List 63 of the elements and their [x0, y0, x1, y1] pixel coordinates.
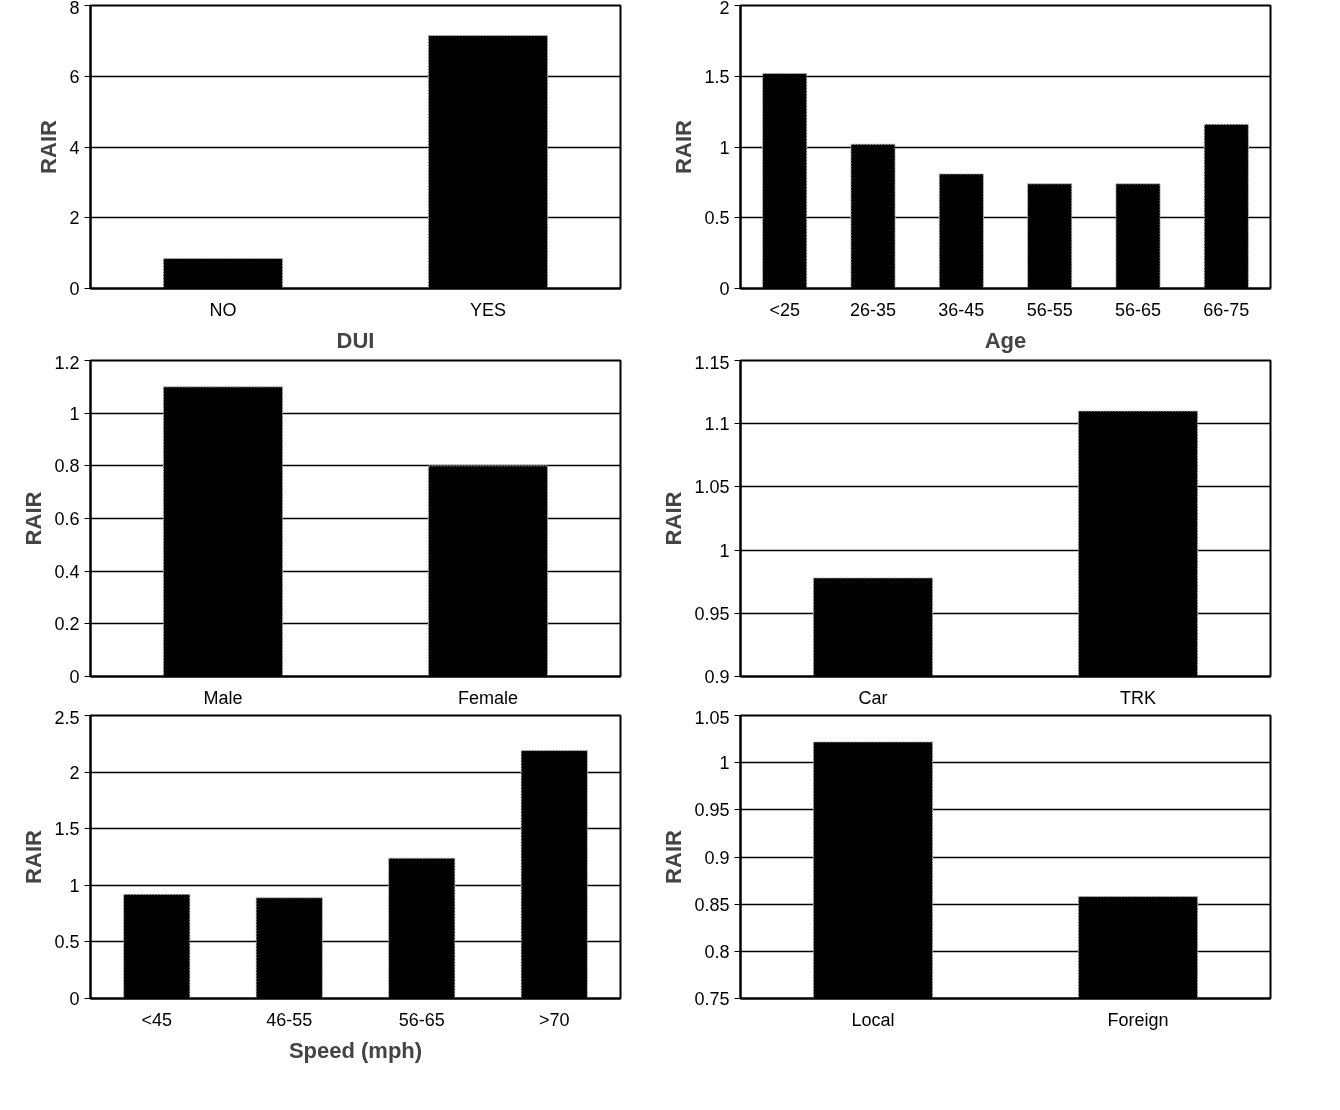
y-tick-label: 1 [69, 875, 80, 896]
y-tick-label: 0 [69, 989, 80, 1009]
x-tick-label: 46-55 [266, 1009, 313, 1030]
y-tick-label: 6 [69, 66, 80, 87]
y-tick-label: 0.8 [704, 941, 730, 962]
y-tick-label: 2 [719, 0, 730, 18]
y-tick-label: 1.2 [54, 352, 80, 373]
x-tick-label: Male [203, 687, 243, 708]
y-tick-label: 0.85 [694, 894, 730, 915]
x-tick-label: 56-65 [1114, 299, 1162, 320]
y-tick-label: 0.75 [694, 989, 730, 1009]
y-tick-label: 1.05 [694, 707, 730, 728]
x-tick-label: YES [469, 299, 507, 320]
x-tick-label: 56-65 [398, 1009, 445, 1030]
y-tick-label: 8 [69, 0, 80, 18]
y-axis-title: RAIR [671, 120, 697, 174]
y-tick-label: 2 [69, 208, 80, 229]
y-axis-title: RAIR [661, 491, 687, 546]
x-tick-label: Female [457, 687, 519, 708]
x-tick-label: 56-55 [1026, 299, 1073, 320]
y-axis-title: RAIR [21, 830, 47, 884]
y-tick-label: 1 [69, 403, 80, 424]
y-tick-label: 1.1 [704, 414, 730, 435]
x-axis-title: Speed (mph) [288, 1037, 423, 1063]
y-tick-label: 0.5 [704, 208, 730, 229]
y-tick-label: 0.9 [704, 847, 730, 868]
y-tick-label: 0.2 [54, 614, 80, 635]
x-tick-label: Local [851, 1009, 895, 1030]
y-tick-label: 1.5 [704, 66, 730, 87]
x-axis-title: Age [984, 327, 1027, 353]
x-tick-label: 26-35 [849, 299, 897, 320]
y-tick-label: 0.5 [54, 932, 80, 953]
y-tick-label: 0 [719, 279, 730, 299]
x-tick-label: <25 [769, 299, 800, 320]
y-axis-title: RAIR [661, 830, 687, 884]
x-tick-label: Foreign [1107, 1009, 1169, 1030]
y-tick-label: 1 [719, 540, 730, 561]
x-tick-label: 36-45 [938, 299, 985, 320]
x-tick-label: >70 [538, 1009, 570, 1030]
y-tick-label: 0.6 [54, 509, 80, 529]
y-tick-label: 1.5 [54, 819, 80, 840]
y-tick-label: 0 [69, 279, 80, 299]
y-tick-label: 0.95 [694, 603, 730, 624]
y-tick-label: 1.05 [694, 477, 730, 498]
x-tick-label: <45 [141, 1009, 173, 1030]
y-tick-label: 1 [719, 137, 730, 158]
x-tick-label: TRK [1120, 687, 1156, 708]
y-tick-label: 0 [69, 667, 80, 687]
y-tick-label: 1 [719, 753, 730, 774]
y-tick-label: 2 [69, 762, 80, 783]
y-tick-label: 0.9 [704, 667, 730, 687]
x-axis-title: DUI [336, 327, 375, 353]
y-tick-label: 1.15 [694, 352, 730, 373]
y-tick-label: 0.95 [694, 800, 730, 821]
x-tick-label: Car [858, 687, 888, 708]
x-tick-label: NO [209, 299, 237, 320]
y-tick-label: 0.4 [54, 561, 80, 582]
y-tick-label: 0.8 [54, 456, 80, 477]
x-tick-label: 66-75 [1203, 299, 1250, 320]
y-tick-label: 2.5 [54, 707, 80, 728]
y-axis-title: RAIR [36, 120, 62, 174]
y-tick-label: 4 [69, 137, 80, 158]
y-axis-title: RAIR [21, 491, 47, 546]
